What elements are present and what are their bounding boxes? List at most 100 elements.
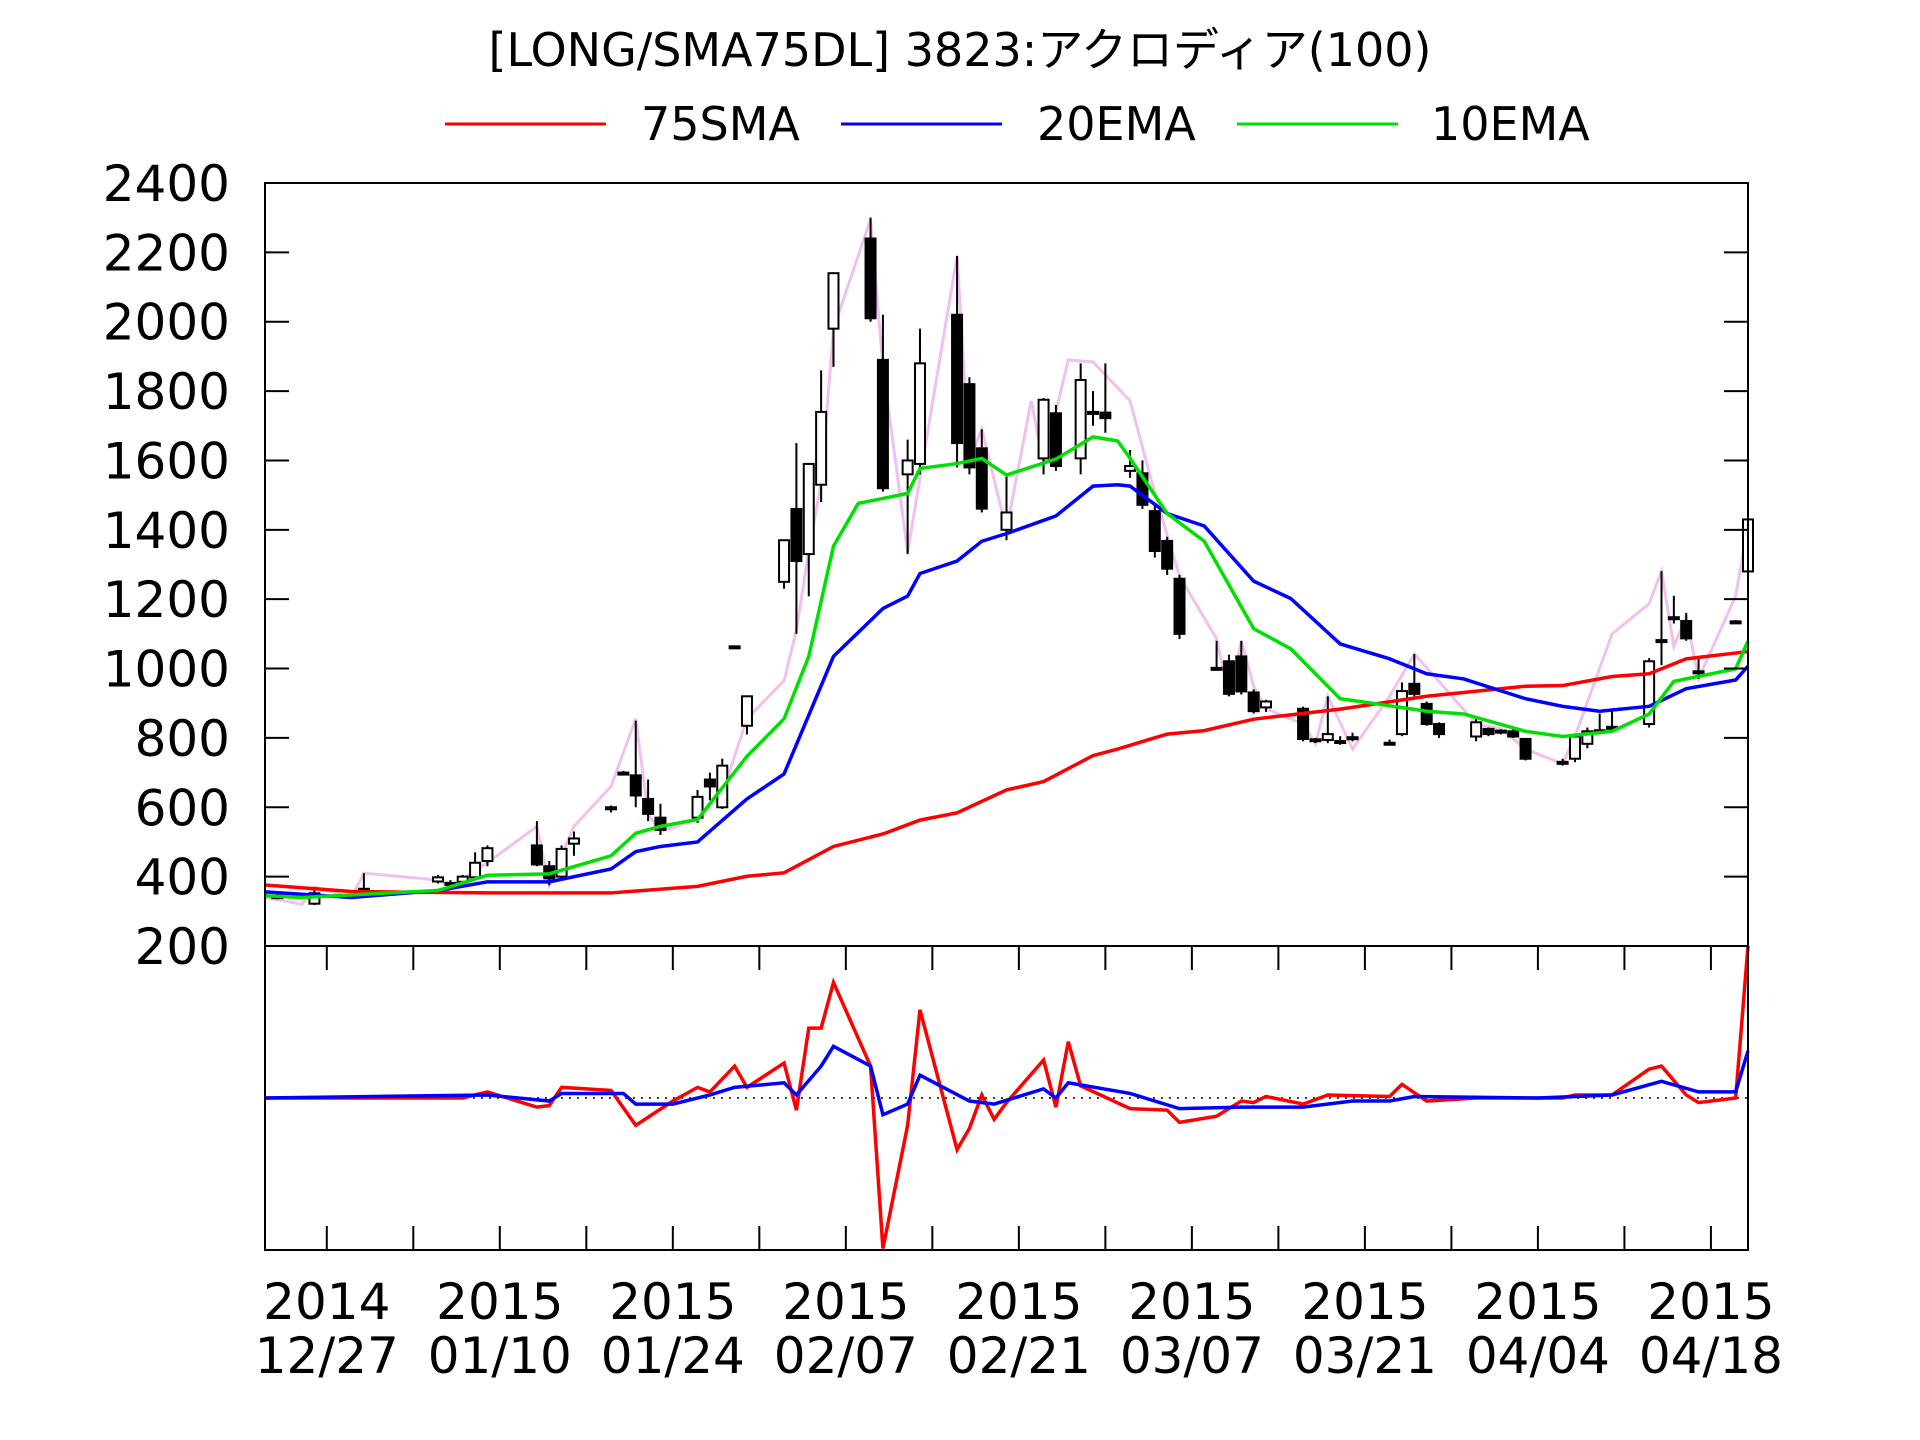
candle-body-bearish <box>642 797 655 815</box>
chart-title: [LONG/SMA75DL] 3823:アクロディア(100) <box>489 23 1432 77</box>
x-tick-date: 04/04 <box>1466 1327 1610 1385</box>
candle-body-bullish <box>1210 666 1223 671</box>
y-tick-label: 2400 <box>103 155 230 213</box>
candle-body-bullish <box>802 462 815 556</box>
candle <box>1210 640 1223 671</box>
candle-body-bullish <box>1309 738 1322 743</box>
candle <box>1383 739 1396 746</box>
candle <box>1643 658 1656 728</box>
candle <box>1482 727 1495 737</box>
candle-body-bullish <box>901 459 914 476</box>
candle <box>432 874 445 884</box>
candle-body-bullish <box>1581 730 1594 745</box>
series-line-ema20 <box>264 482 1750 900</box>
candle-body-bearish <box>1297 707 1310 740</box>
candle <box>555 845 568 881</box>
candle-body-bullish <box>728 645 741 650</box>
y-tick-label: 800 <box>135 710 230 768</box>
candle <box>629 720 642 808</box>
y-tick-label: 400 <box>135 849 230 907</box>
candle <box>1000 474 1013 541</box>
legend-label-ema10: 10EMA <box>1431 97 1590 151</box>
candle <box>1148 505 1161 558</box>
x-tick-year: 2015 <box>436 1273 563 1331</box>
candle <box>1556 758 1569 766</box>
candle <box>778 539 791 589</box>
candle-body-bearish <box>1482 727 1495 736</box>
candle <box>1470 717 1483 742</box>
series-line-sma75 <box>264 649 1749 895</box>
x-tick-year: 2015 <box>609 1273 736 1331</box>
candle <box>605 805 618 813</box>
candle <box>1235 640 1248 695</box>
candle-body-bearish <box>1161 539 1174 570</box>
candle-body-bearish <box>1507 730 1520 738</box>
candle-body-bullish <box>827 272 840 330</box>
x-tick-year: 2015 <box>1647 1273 1774 1331</box>
candle-body-bullish <box>1667 616 1680 621</box>
series-line-ema10 <box>264 435 1750 900</box>
candle <box>975 429 988 513</box>
x-tick-date: 03/21 <box>1293 1327 1437 1385</box>
candle <box>1074 363 1087 475</box>
candle-body-bullish <box>740 695 753 727</box>
candle-body-bearish <box>629 774 642 797</box>
candle <box>815 370 828 503</box>
candle-body-bearish <box>876 358 889 490</box>
candle-body-bullish <box>1470 721 1483 738</box>
candle <box>1161 536 1174 575</box>
x-tick-date: 02/07 <box>774 1327 918 1385</box>
candle <box>827 272 840 367</box>
candle <box>876 314 889 492</box>
candle-body-bullish <box>1087 410 1100 415</box>
candle <box>1222 654 1235 697</box>
candle-body-bearish <box>1099 411 1112 420</box>
y-tick-label: 1800 <box>103 363 230 421</box>
candle-body-bullish <box>617 771 630 776</box>
candle-body-bullish <box>1334 740 1347 745</box>
candle <box>1321 696 1334 744</box>
candle-body-bearish <box>1222 660 1235 695</box>
candle <box>469 852 482 881</box>
price-panel <box>264 217 1754 907</box>
candle-body-bullish <box>1494 729 1507 734</box>
candle-body-bullish <box>1074 378 1087 460</box>
x-tick-date: 04/18 <box>1639 1327 1783 1385</box>
candle-body-bullish <box>555 847 568 878</box>
candle <box>1655 571 1668 666</box>
x-tick-year: 2015 <box>1128 1273 1255 1331</box>
candle-body-bearish <box>1235 655 1248 693</box>
candle-body-bullish <box>1124 465 1137 472</box>
candle-body-bullish <box>1729 620 1742 625</box>
candle <box>864 217 877 322</box>
candle-body-bullish <box>481 847 494 863</box>
x-tick-year: 2015 <box>1474 1273 1601 1331</box>
candle <box>1346 732 1359 742</box>
candle <box>802 462 815 597</box>
candle <box>1729 619 1742 625</box>
candle-body-bearish <box>975 447 988 510</box>
y-tick-label: 1400 <box>103 502 230 560</box>
y-tick-label: 1200 <box>103 571 230 629</box>
candle-body-bullish <box>1321 733 1334 741</box>
x-tick-year: 2015 <box>1301 1273 1428 1331</box>
candle <box>617 770 630 776</box>
y-tick-label: 2000 <box>103 294 230 352</box>
candle <box>740 695 753 735</box>
candle-body-bearish <box>951 313 964 445</box>
candle <box>728 645 741 650</box>
x-tick-date: 12/27 <box>255 1327 399 1385</box>
candle <box>654 803 667 836</box>
candle <box>1099 363 1112 433</box>
axes: 200 400 600 800 1000 1200 1400 1600 1800 2000 2200… <box>103 155 1783 1385</box>
candle <box>951 255 964 468</box>
candle-body-bearish <box>1680 620 1693 640</box>
candle-body-bullish <box>605 806 618 811</box>
candle <box>1581 727 1594 749</box>
candle <box>1680 613 1693 641</box>
candle-body-bearish <box>1247 691 1260 713</box>
candle-body-bullish <box>1692 670 1705 675</box>
candle <box>1087 391 1100 426</box>
candle <box>1494 729 1507 735</box>
